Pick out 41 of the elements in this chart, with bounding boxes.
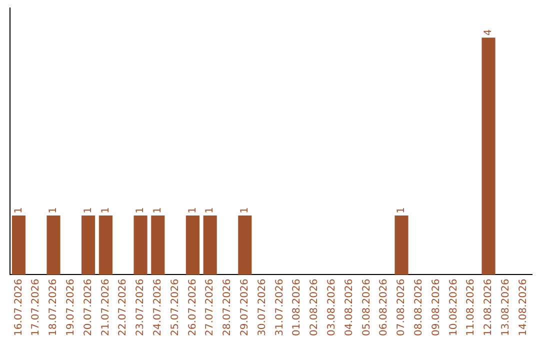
data-label: 1 (204, 207, 216, 214)
x-tick-label: 30.07.2026 (256, 278, 268, 336)
x-tick-label: 08.08.2026 (413, 278, 424, 336)
x-tick-label: 22.07.2026 (118, 278, 129, 336)
x-tick-label: 04.08.2026 (344, 278, 355, 336)
x-tick-label: 01.08.2026 (292, 278, 303, 336)
x-tick-label: 20.07.2026 (82, 278, 94, 336)
x-tick-label: 26.07.2026 (187, 278, 198, 336)
x-tick-label: 07.08.2026 (396, 278, 408, 336)
x-tick-label: 06.08.2026 (378, 278, 390, 336)
x-tick-label: 13.08.2026 (500, 278, 512, 336)
data-label: 1 (13, 207, 24, 214)
x-tick-label: 29.07.2026 (239, 278, 250, 336)
data-label: 1 (187, 207, 198, 214)
x-tick-label: 03.08.2026 (326, 278, 338, 336)
x-tick-label: 16.07.2026 (13, 278, 24, 336)
x-tick-label: 25.07.2026 (170, 278, 181, 336)
x-tick-label: 28.07.2026 (222, 278, 234, 336)
data-label: 1 (135, 207, 146, 214)
x-tick-label: 23.07.2026 (135, 278, 146, 336)
data-label: 1 (396, 207, 408, 214)
data-label: 1 (82, 207, 94, 214)
x-tick-label: 05.08.2026 (361, 278, 372, 336)
x-tick-label: 14.08.2026 (518, 278, 529, 336)
x-tick-label: 10.08.2026 (448, 278, 460, 336)
x-tick-label: 09.08.2026 (430, 278, 442, 336)
x-tick-label: 27.07.2026 (204, 278, 216, 336)
x-tick-label: 21.07.2026 (100, 278, 112, 336)
data-label: 4 (483, 29, 494, 36)
x-tick-label: 24.07.2026 (152, 278, 164, 336)
x-tick-label: 11.08.2026 (466, 278, 477, 336)
data-label: 1 (48, 207, 60, 214)
x-tick-label: 12.08.2026 (483, 278, 494, 336)
data-label: 1 (239, 207, 250, 214)
data-label: 1 (100, 207, 112, 214)
x-tick-label: 19.07.2026 (65, 278, 76, 336)
x-tick-label: 02.08.2026 (309, 278, 320, 336)
x-tick-label: 18.07.2026 (48, 278, 60, 336)
x-tick-label: 31.07.2026 (274, 278, 286, 336)
x-tick-label: 17.07.2026 (30, 278, 42, 336)
data-label: 1 (152, 207, 164, 214)
